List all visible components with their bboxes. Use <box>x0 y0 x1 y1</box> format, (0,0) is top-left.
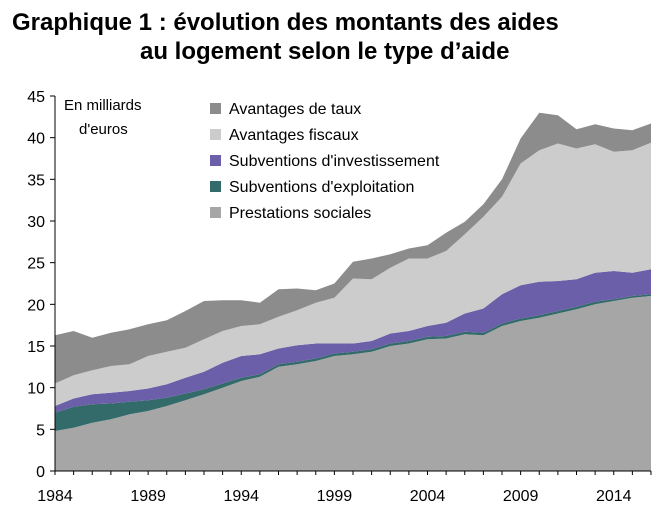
chart-title-line-2: au logement selon le type d’aide <box>140 38 509 65</box>
x-tick-label: 2004 <box>410 488 446 505</box>
y-tick-label: 15 <box>27 339 45 356</box>
area-prestations-sociales <box>55 296 651 471</box>
stacked-areas <box>55 112 651 471</box>
y-tick-label: 45 <box>27 89 45 106</box>
area-subventions-d-exploitation <box>55 294 651 431</box>
legend-item-avantages-fiscaux: Avantages fiscaux <box>210 127 359 144</box>
legend-swatch <box>210 181 221 192</box>
unit-label-line-1: En milliards <box>64 97 142 114</box>
legend-item-avantages-de-taux: Avantages de taux <box>210 101 361 118</box>
x-tick-label: 1994 <box>223 488 259 505</box>
area-avantages-de-taux <box>55 112 651 384</box>
legend-swatch <box>210 155 221 166</box>
legend-item-subventions-d-exploitation: Subventions d'exploitation <box>210 179 414 196</box>
x-tick-label: 1999 <box>317 488 353 505</box>
y-tick-label: 35 <box>27 172 45 189</box>
x-ticks: 1984 1989 1994 1999 2004 2009 2014 <box>37 471 652 505</box>
y-tick-label: 5 <box>36 422 45 439</box>
y-tick-label: 30 <box>27 214 45 231</box>
y-tick-label: 0 <box>36 464 45 481</box>
y-tick-label: 40 <box>27 131 45 148</box>
y-ticks: 0 5 10 15 20 25 30 35 40 45 <box>27 89 55 481</box>
chart-title: Graphique 1 : évolution des montants des… <box>12 9 559 65</box>
unit-label: En milliards d'euros <box>64 97 142 138</box>
unit-label-line-2: d'euros <box>79 121 128 138</box>
y-tick-label: 20 <box>27 297 45 314</box>
y-tick-label: 10 <box>27 381 45 398</box>
legend-swatch <box>210 129 221 140</box>
legend-label: Avantages de taux <box>229 101 361 118</box>
y-tick-label: 25 <box>27 256 45 273</box>
area-subventions-d-investissement <box>55 269 651 413</box>
legend-label: Prestations sociales <box>229 205 371 222</box>
legend-label: Subventions d'exploitation <box>229 179 414 196</box>
legend-swatch <box>210 207 221 218</box>
legend-item-prestations-sociales: Prestations sociales <box>210 205 371 222</box>
chart-title-line-1: Graphique 1 : évolution des montants des… <box>12 9 559 36</box>
legend: Avantages de taux Avantages fiscaux Subven… <box>210 101 440 222</box>
x-tick-label: 2009 <box>503 488 539 505</box>
legend-swatch <box>210 103 221 114</box>
legend-label: Subventions d'investissement <box>229 153 440 170</box>
x-tick-label: 1989 <box>130 488 166 505</box>
area-avantages-fiscaux <box>55 142 651 406</box>
legend-item-subventions-d-investissement: Subventions d'investissement <box>210 153 440 170</box>
legend-label: Avantages fiscaux <box>229 127 359 144</box>
x-tick-label: 1984 <box>37 488 73 505</box>
x-tick-label: 2014 <box>596 488 632 505</box>
